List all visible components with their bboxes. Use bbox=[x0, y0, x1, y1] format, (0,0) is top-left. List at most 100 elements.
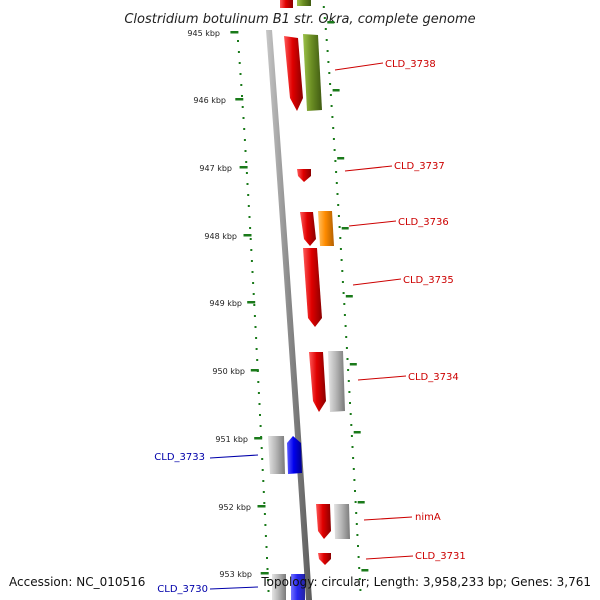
outer-track bbox=[322, 6, 362, 591]
feature-cld-3733[interactable] bbox=[268, 436, 302, 474]
feature-nima[interactable] bbox=[316, 504, 350, 539]
scale-dot bbox=[261, 458, 264, 460]
scale-dot bbox=[240, 84, 243, 86]
outer-dot bbox=[322, 6, 325, 8]
outer-dot bbox=[339, 248, 342, 250]
tick-label-951: 951 kbp bbox=[215, 435, 248, 444]
outer-dot bbox=[358, 578, 361, 580]
scale-dot bbox=[252, 282, 255, 284]
scale-dot bbox=[265, 546, 268, 548]
feature-cld-3738[interactable] bbox=[284, 34, 322, 111]
scale-dot bbox=[257, 392, 260, 394]
outer-dot bbox=[355, 523, 358, 525]
outer-dot bbox=[350, 435, 353, 437]
feature-cld-3731[interactable] bbox=[318, 553, 331, 565]
scale-dot bbox=[241, 106, 244, 108]
scale-dot bbox=[237, 51, 240, 53]
genome-title: Clostridium botulinum B1 str. Okra, comp… bbox=[124, 12, 475, 27]
outer-dot bbox=[353, 479, 356, 481]
scale-dot bbox=[253, 304, 256, 306]
outer-dot bbox=[350, 424, 353, 426]
scale-dot bbox=[247, 194, 250, 196]
scale-dot bbox=[266, 568, 269, 570]
tick-mark bbox=[250, 369, 259, 372]
scale-dot bbox=[238, 62, 241, 64]
scale-dot bbox=[266, 557, 268, 559]
tick-mark bbox=[247, 301, 256, 304]
tick-mark bbox=[260, 572, 269, 575]
scale-dot bbox=[258, 403, 261, 405]
scale-dot bbox=[259, 414, 261, 416]
gene-label-cld-3736[interactable]: CLD_3736 bbox=[398, 217, 449, 228]
feature-cld-3736[interactable] bbox=[300, 211, 334, 246]
outer-tick-mark bbox=[357, 501, 365, 504]
feature-cld-3737[interactable] bbox=[297, 169, 311, 182]
scale-dot bbox=[250, 260, 253, 262]
gene-label-cld-3731[interactable]: CLD_3731 bbox=[415, 551, 466, 562]
outer-dot bbox=[332, 127, 335, 129]
outer-dot bbox=[323, 17, 326, 19]
gene-label-cld-3737[interactable]: CLD_3737 bbox=[394, 161, 445, 172]
scale-dot bbox=[245, 172, 248, 174]
outer-dot bbox=[324, 28, 327, 30]
scale-dot bbox=[247, 205, 250, 207]
feature-top-red[interactable] bbox=[280, 0, 293, 8]
outer-dot bbox=[345, 336, 348, 338]
outer-dot bbox=[347, 369, 350, 371]
gene-label-cld-3735[interactable]: CLD_3735 bbox=[403, 275, 454, 286]
tick-label-949: 949 kbp bbox=[209, 299, 242, 308]
scale-dot bbox=[253, 315, 256, 317]
outer-dot bbox=[354, 490, 356, 492]
tick-mark bbox=[230, 31, 239, 34]
feature-cld-3730[interactable] bbox=[272, 574, 305, 600]
outer-tick-mark bbox=[327, 21, 335, 24]
outer-dot bbox=[342, 292, 345, 294]
accession-text: Accession: NC_010516 bbox=[9, 575, 145, 589]
scale-dot bbox=[264, 524, 267, 526]
gene-label-nima[interactable]: nimA bbox=[415, 512, 441, 523]
outer-dot bbox=[336, 193, 339, 195]
feature-cld-3734[interactable] bbox=[309, 351, 345, 412]
scale-dot bbox=[237, 40, 239, 42]
outer-tick-mark bbox=[337, 157, 345, 160]
scale-dot bbox=[264, 535, 267, 537]
outer-dot bbox=[341, 281, 344, 283]
scale-dot bbox=[243, 128, 246, 130]
scale-dot bbox=[248, 216, 251, 218]
genome-backbone bbox=[266, 30, 312, 600]
outer-dot bbox=[351, 446, 354, 448]
outer-dot bbox=[354, 501, 357, 503]
gene-label-cld-3730[interactable]: CLD_3730 bbox=[157, 584, 208, 595]
feature-cld-3735[interactable] bbox=[303, 248, 322, 327]
outer-dot bbox=[345, 347, 348, 349]
outer-dot bbox=[340, 259, 343, 261]
feature-top-olive[interactable] bbox=[297, 0, 311, 6]
scale-dot bbox=[256, 359, 259, 361]
tick-mark bbox=[235, 98, 244, 101]
outer-dot bbox=[352, 457, 355, 459]
tick-label-948: 948 kbp bbox=[204, 232, 237, 241]
outer-dot bbox=[337, 215, 340, 217]
outer-dot bbox=[335, 171, 338, 173]
outer-dot bbox=[335, 182, 338, 184]
outer-dot bbox=[326, 50, 329, 52]
gene-label-cld-3733[interactable]: CLD_3733 bbox=[154, 452, 205, 463]
outer-tick-mark bbox=[349, 363, 357, 366]
scale-dot bbox=[245, 161, 248, 163]
scale-dot bbox=[254, 326, 257, 328]
gene-label-cld-3734[interactable]: CLD_3734 bbox=[408, 372, 459, 383]
outer-dot bbox=[334, 160, 337, 162]
outer-dot bbox=[346, 358, 349, 360]
outer-dot bbox=[343, 314, 346, 316]
scale-dot bbox=[250, 249, 253, 251]
outer-dot bbox=[358, 567, 361, 569]
scale-dot bbox=[267, 590, 270, 592]
outer-dot bbox=[339, 237, 342, 239]
scale-dot bbox=[262, 491, 265, 493]
scale-dot bbox=[249, 238, 252, 240]
gene-label-cld-3738[interactable]: CLD_3738 bbox=[385, 59, 436, 70]
tick-label-953: 953 kbp bbox=[219, 570, 252, 579]
scale-dot bbox=[263, 513, 266, 515]
outer-dot bbox=[327, 61, 330, 63]
outer-dot bbox=[333, 149, 336, 151]
